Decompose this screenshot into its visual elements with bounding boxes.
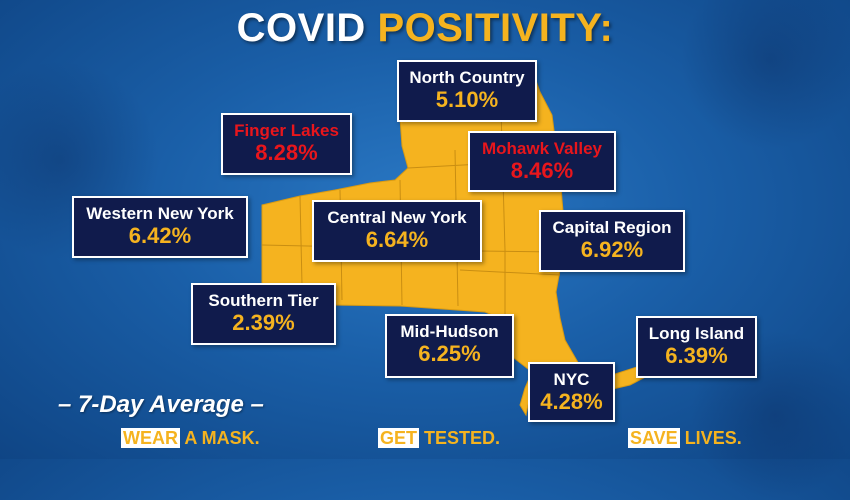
region-percentage: 6.64% bbox=[365, 227, 429, 252]
region-percentage: 6.25% bbox=[418, 341, 481, 366]
region-percentage: 4.28% bbox=[540, 389, 603, 414]
seven-day-average-label: – 7-Day Average – bbox=[58, 391, 264, 418]
region-percentage: 6.92% bbox=[580, 237, 644, 262]
region-percentage: 8.46% bbox=[510, 158, 574, 183]
region-mohawk-valley: Mohawk Valley 8.46% bbox=[468, 131, 616, 192]
slogan-highlight: SAVE bbox=[628, 428, 680, 448]
region-percentage: 5.10% bbox=[435, 87, 499, 112]
region-name: Southern Tier bbox=[208, 291, 319, 310]
region-capital-region: Capital Region 6.92% bbox=[539, 210, 685, 272]
region-percentage: 2.39% bbox=[232, 310, 295, 335]
region-name: Western New York bbox=[86, 204, 234, 223]
region-name: Central New York bbox=[327, 208, 467, 227]
region-nyc: NYC 4.28% bbox=[528, 362, 615, 422]
slogan-wear-a-mask: WEAR A MASK. bbox=[121, 428, 260, 449]
slogan-save-lives: SAVE LIVES. bbox=[628, 428, 742, 449]
region-percentage: 8.28% bbox=[255, 140, 318, 165]
region-percentage: 6.42% bbox=[128, 223, 192, 248]
slogan-get-tested: GET TESTED. bbox=[378, 428, 500, 449]
region-finger-lakes: Finger Lakes 8.28% bbox=[221, 113, 352, 175]
region-name: NYC bbox=[553, 370, 590, 389]
slogan-highlight: GET bbox=[378, 428, 420, 448]
region-southern-tier: Southern Tier 2.39% bbox=[191, 283, 336, 345]
region-percentage: 6.39% bbox=[665, 343, 728, 368]
region-north-country: North Country 5.10% bbox=[397, 60, 537, 122]
title-covid: COVID bbox=[236, 6, 366, 50]
region-name: Mid-Hudson bbox=[400, 322, 499, 341]
slogan-rest: TESTED. bbox=[419, 428, 501, 448]
page-title: COVID POSITIVITY: bbox=[0, 6, 850, 51]
region-name: Long Island bbox=[648, 324, 745, 343]
region-western-new-york: Western New York 6.42% bbox=[72, 196, 248, 258]
region-name: North Country bbox=[409, 68, 525, 87]
background-virus-decoration bbox=[680, 0, 850, 150]
region-name: Capital Region bbox=[552, 218, 672, 237]
slogan-highlight: WEAR bbox=[121, 428, 180, 448]
title-positivity: POSITIVITY: bbox=[377, 6, 614, 50]
region-mid-hudson: Mid-Hudson 6.25% bbox=[385, 314, 514, 378]
slogan-rest: LIVES. bbox=[679, 428, 742, 448]
region-name: Mohawk Valley bbox=[482, 139, 602, 158]
region-name: Finger Lakes bbox=[234, 121, 339, 140]
region-long-island: Long Island 6.39% bbox=[636, 316, 757, 378]
region-central-new-york: Central New York 6.64% bbox=[312, 200, 482, 262]
slogan-rest: A MASK. bbox=[180, 428, 260, 448]
